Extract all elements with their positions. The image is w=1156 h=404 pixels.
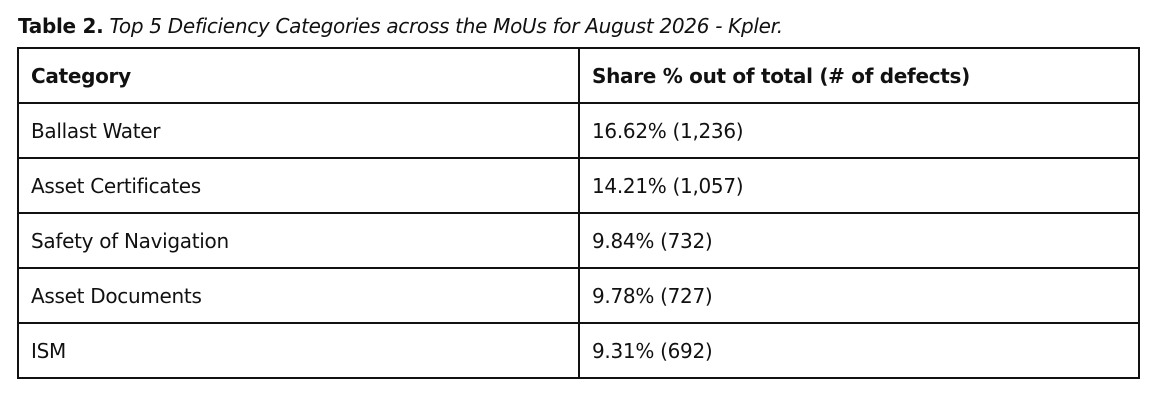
table-cell: Asset Documents — [17, 267, 580, 324]
table-cell: 9.84% (732) — [578, 212, 1140, 269]
table-caption: Table 2. Top 5 Deficiency Categories acr… — [18, 14, 783, 38]
table-row: Ballast Water 16.62% (1,236) — [17, 102, 1140, 159]
header-cell: Share % out of total (# of defects) — [578, 47, 1140, 104]
header-row: Category Share % out of total (# of defe… — [17, 47, 1140, 104]
table-row: ISM 9.31% (692) — [17, 322, 1140, 379]
table-cell: 9.78% (727) — [578, 267, 1140, 324]
table-cell: 9.31% (692) — [578, 322, 1140, 379]
table-row: Asset Certificates 14.21% (1,057) — [17, 157, 1140, 214]
table-body: Ballast Water 16.62% (1,236) Asset Certifi… — [17, 102, 1140, 379]
table-cell: ISM — [17, 322, 580, 379]
data-table: Category Share % out of total (# of defe… — [17, 47, 1140, 379]
header-cell: Category — [17, 47, 580, 104]
table-cell: Asset Certificates — [17, 157, 580, 214]
table-cell: 14.21% (1,057) — [578, 157, 1140, 214]
table-cell: 16.62% (1,236) — [578, 102, 1140, 159]
table-row: Asset Documents 9.78% (727) — [17, 267, 1140, 324]
caption-text: Top 5 Deficiency Categories across the M… — [109, 14, 783, 38]
table-cell: Ballast Water — [17, 102, 580, 159]
table-cell: Safety of Navigation — [17, 212, 580, 269]
caption-label: Table 2. — [18, 14, 104, 38]
table-row: Safety of Navigation 9.84% (732) — [17, 212, 1140, 269]
